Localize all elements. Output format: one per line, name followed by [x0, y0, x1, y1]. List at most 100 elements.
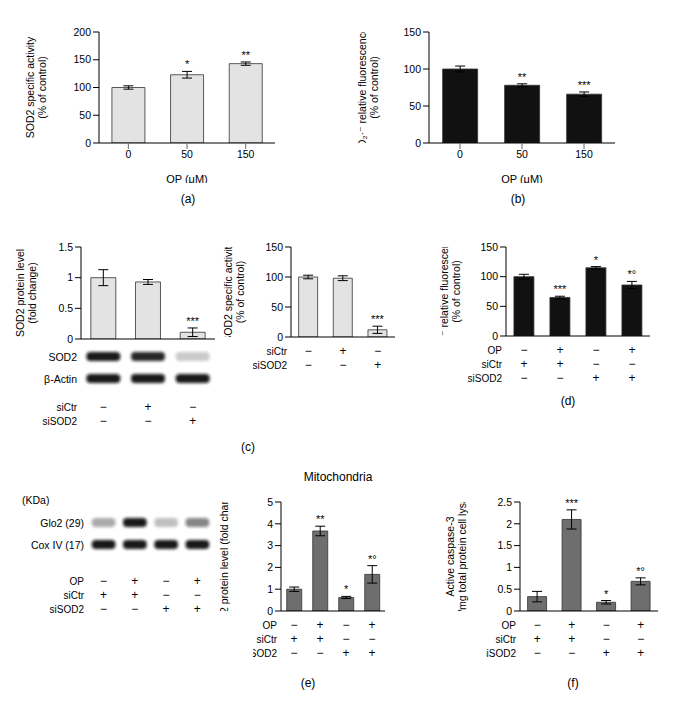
svg-text:siCtr: siCtr: [481, 359, 502, 370]
svg-text:0.5: 0.5: [58, 302, 73, 314]
svg-text:0: 0: [267, 605, 273, 617]
svg-text:50: 50: [271, 301, 283, 313]
svg-text:+: +: [637, 618, 644, 632]
svg-text:1.5: 1.5: [497, 539, 512, 551]
svg-text:*: *: [344, 583, 349, 595]
svg-text:OP (μM): OP (μM): [166, 173, 208, 183]
svg-text:−: −: [100, 602, 107, 616]
svg-text:150: 150: [480, 241, 498, 253]
svg-text:+: +: [628, 371, 635, 385]
svg-text:SOD2 specific activity(% of co: SOD2 specific activity(% of control): [24, 36, 48, 138]
svg-text:2: 2: [267, 561, 273, 573]
svg-text:+: +: [568, 632, 575, 646]
svg-text:+: +: [342, 646, 349, 660]
svg-text:siSOD2: siSOD2: [253, 648, 277, 659]
svg-text:−: −: [189, 400, 196, 414]
svg-text:siSOD2: siSOD2: [43, 416, 78, 427]
svg-text:+: +: [100, 588, 107, 602]
svg-text:1: 1: [267, 583, 273, 595]
svg-text:O₂·⁻ relative fluorescence(% o: O₂·⁻ relative fluorescence(% of control): [438, 247, 462, 336]
svg-text:150: 150: [265, 241, 283, 253]
svg-text:−: −: [628, 357, 635, 371]
svg-text:OP (μM): OP (μM): [501, 173, 543, 183]
svg-text:100: 100: [480, 270, 498, 282]
svg-text:***: ***: [578, 79, 592, 91]
svg-text:+: +: [556, 357, 563, 371]
svg-text:+: +: [368, 618, 375, 632]
svg-text:+: +: [189, 414, 196, 428]
svg-text:**: **: [518, 71, 527, 83]
svg-text:+: +: [603, 646, 610, 660]
svg-text:−: −: [131, 602, 138, 616]
svg-text:OP: OP: [488, 345, 503, 356]
svg-text:150: 150: [73, 53, 91, 65]
svg-text:+: +: [163, 602, 170, 616]
svg-text:SOD2 protein level(fold change: SOD2 protein level(fold change): [14, 249, 38, 337]
svg-text:O₂·⁻ relative fluorescence(% o: O₂·⁻ relative fluorescence(% of control): [356, 32, 380, 143]
svg-text:Cox IV (17): Cox IV (17): [31, 539, 84, 551]
svg-text:+: +: [556, 343, 563, 357]
svg-text:0: 0: [506, 605, 512, 617]
svg-text:OP: OP: [263, 620, 278, 631]
svg-text:+: +: [131, 588, 138, 602]
svg-text:0: 0: [125, 148, 131, 160]
svg-text:−: −: [100, 400, 107, 414]
svg-text:+: +: [628, 343, 635, 357]
svg-text:−: −: [144, 414, 151, 428]
svg-text:−: −: [290, 618, 297, 632]
svg-text:−: −: [592, 343, 599, 357]
svg-text:+: +: [144, 400, 151, 414]
svg-text:−: −: [342, 618, 349, 632]
svg-text:siCtr: siCtr: [495, 634, 516, 645]
svg-text:−: −: [368, 632, 375, 646]
svg-text:***: ***: [371, 313, 385, 325]
svg-text:−: −: [342, 632, 349, 646]
svg-text:−: −: [194, 588, 201, 602]
svg-text:+: +: [368, 646, 375, 660]
svg-text:2.5: 2.5: [497, 496, 512, 508]
svg-text:150: 150: [575, 148, 593, 160]
svg-text:1.5: 1.5: [58, 241, 73, 253]
svg-text:+: +: [316, 618, 323, 632]
svg-text:2: 2: [506, 518, 512, 530]
svg-text:siSOD2: siSOD2: [50, 604, 85, 615]
svg-text:−: −: [305, 344, 312, 358]
svg-text:*: *: [594, 254, 599, 266]
svg-text:5: 5: [267, 496, 273, 508]
svg-text:*: *: [604, 588, 609, 600]
svg-text:+: +: [568, 618, 575, 632]
svg-text:*°: *°: [628, 268, 637, 280]
svg-text:siSOD2: siSOD2: [468, 373, 502, 384]
svg-text:+: +: [339, 344, 346, 358]
svg-text:4: 4: [267, 518, 273, 530]
svg-text:−: −: [637, 632, 644, 646]
svg-text:−: −: [339, 358, 346, 372]
svg-text:Glo2 (29): Glo2 (29): [40, 517, 84, 529]
svg-text:50: 50: [409, 100, 421, 112]
svg-text:siCtr: siCtr: [256, 634, 277, 645]
svg-text:+: +: [290, 632, 297, 646]
svg-text:−: −: [163, 574, 170, 588]
svg-text:+: +: [534, 632, 541, 646]
svg-text:0: 0: [457, 148, 463, 160]
svg-text:**: **: [316, 513, 325, 525]
svg-text:−: −: [534, 618, 541, 632]
svg-text:***: ***: [186, 315, 200, 327]
svg-text:β-Actin: β-Actin: [44, 373, 77, 385]
svg-text:−: −: [100, 574, 107, 588]
svg-text:1: 1: [67, 271, 73, 283]
svg-text:3: 3: [267, 539, 273, 551]
svg-text:150: 150: [237, 148, 255, 160]
svg-text:**: **: [241, 49, 250, 61]
svg-text:50: 50: [79, 109, 91, 121]
svg-text:100: 100: [73, 81, 91, 93]
svg-text:siCtr: siCtr: [266, 346, 287, 357]
svg-text:−: −: [534, 646, 541, 660]
svg-text:+: +: [592, 371, 599, 385]
svg-text:SOD2: SOD2: [48, 351, 77, 363]
svg-text:−: −: [305, 358, 312, 372]
svg-text:−: −: [556, 371, 563, 385]
svg-text:SOD2 specific activity(% of co: SOD2 specific activity(% of control): [222, 247, 246, 337]
svg-text:***: ***: [565, 497, 579, 509]
svg-text:0: 0: [415, 137, 421, 149]
